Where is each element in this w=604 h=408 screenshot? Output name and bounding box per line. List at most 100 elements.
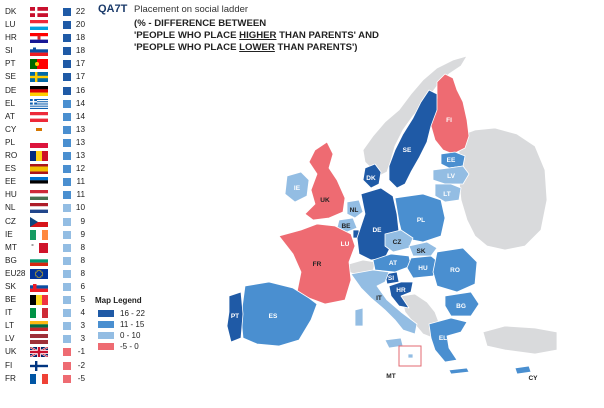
region-IE — [284, 171, 310, 203]
country-row: EL 14 — [3, 98, 113, 111]
value-color-swatch — [63, 165, 71, 174]
country-row: ES 12 — [3, 163, 113, 176]
value-color-swatch — [63, 335, 71, 344]
country-row: UK -1 — [3, 346, 113, 359]
country-row: CY 13 — [3, 124, 113, 137]
value-color-swatch — [63, 282, 71, 291]
country-code: PL — [5, 137, 16, 147]
subtitle-line-3-start: 'PEOPLE WHO PLACE — [134, 42, 240, 53]
country-code: FI — [5, 360, 13, 370]
value-color-swatch — [63, 125, 71, 134]
map-label-CZ: CZ — [393, 239, 402, 246]
map-label-DK: DK — [366, 175, 376, 182]
country-code: LV — [5, 334, 15, 344]
country-row: SK 6 — [3, 281, 113, 294]
region-HR — [388, 281, 414, 309]
map-label-BG: BG — [456, 303, 466, 310]
country-code: HU — [5, 190, 17, 200]
country-row: LU 20 — [3, 19, 113, 32]
country-code: PT — [5, 59, 16, 69]
country-value: 17 — [75, 59, 85, 69]
country-value: 8 — [80, 255, 85, 265]
country-code: EL — [5, 98, 16, 108]
value-color-swatch — [63, 191, 71, 200]
flag-pl-icon — [30, 137, 48, 148]
country-code: IE — [5, 229, 13, 239]
value-color-swatch — [63, 21, 71, 30]
map-label-ES: ES — [269, 313, 278, 320]
region-ES — [240, 281, 318, 347]
country-row: SI 18 — [3, 45, 113, 58]
country-row: HR 18 — [3, 32, 113, 45]
country-value: -1 — [77, 347, 85, 357]
country-row: FR -5 — [3, 373, 113, 386]
region-FR — [278, 223, 356, 305]
map-label-SI: SI — [388, 275, 394, 282]
country-value: 22 — [75, 7, 85, 16]
map-legend: Map Legend 16 - 22 11 - 15 0 - 10 -5 - 0 — [95, 296, 185, 352]
flag-dk-icon — [30, 7, 48, 17]
country-value: 10 — [75, 203, 85, 213]
country-value: 18 — [75, 46, 85, 56]
region-EL-crete — [448, 367, 470, 375]
map-label-AT: AT — [389, 260, 397, 267]
country-code: BE — [5, 295, 16, 305]
flag-bg-icon — [30, 255, 48, 266]
country-row: BE 5 — [3, 294, 113, 307]
country-code: LT — [5, 321, 14, 331]
region-SK — [408, 241, 438, 257]
country-value: 3 — [80, 321, 85, 331]
value-color-swatch — [63, 8, 71, 16]
value-color-swatch — [63, 152, 71, 161]
legend-swatch-mid — [98, 321, 114, 328]
value-color-swatch — [63, 60, 71, 69]
region-PL — [394, 193, 446, 243]
country-code: SI — [5, 46, 13, 56]
subtitle-line-3-end: THAN PARENTS') — [274, 42, 358, 53]
country-value: -2 — [77, 360, 85, 370]
map-label-PL: PL — [417, 217, 425, 224]
flag-be-icon — [30, 295, 48, 306]
value-color-swatch — [63, 47, 71, 56]
flag-es-icon — [30, 164, 48, 175]
country-row: LV 3 — [3, 333, 113, 346]
subtitle-line-3: 'PEOPLE WHO PLACE LOWER THAN PARENTS') — [134, 42, 357, 53]
country-value: 13 — [75, 151, 85, 161]
flag-ee-icon — [30, 177, 48, 188]
region-LV — [432, 165, 470, 185]
subtitle-higher-word: HIGHER — [239, 30, 277, 41]
country-value: 8 — [80, 242, 85, 252]
country-row: EE 11 — [3, 176, 113, 189]
value-color-swatch — [63, 269, 71, 278]
map-label-SK: SK — [416, 248, 425, 255]
map-label-LV: LV — [447, 173, 455, 180]
legend-item-1: 16 - 22 — [95, 308, 185, 319]
country-value: 4 — [80, 308, 85, 318]
country-code: SK — [5, 281, 16, 291]
map-label-FR: FR — [313, 261, 322, 268]
flag-nl-icon — [30, 203, 48, 214]
flag-fr-icon — [30, 373, 48, 384]
region-DK — [362, 163, 382, 189]
region-EL — [428, 317, 468, 363]
malta-inset-box — [398, 345, 422, 367]
region-IT-sardinia — [354, 307, 364, 327]
country-value: 9 — [80, 229, 85, 239]
country-ranking-list: DK 22 LU 20 HR 18 SI 18 PT 17 SE 17 DE 16 EL 14 AT 14 CY 13… — [3, 6, 113, 386]
flag-uk-icon — [29, 346, 49, 359]
map-label-IT: IT — [376, 295, 382, 302]
map-label-MT: MT — [386, 373, 395, 380]
map-label-FI: FI — [446, 117, 452, 124]
country-value: 9 — [80, 216, 85, 226]
country-row: PT 17 — [3, 58, 113, 71]
value-color-swatch — [63, 112, 71, 121]
country-code: DE — [5, 85, 17, 95]
value-color-swatch — [63, 296, 71, 305]
map-label-PT: PT — [231, 313, 239, 320]
country-row: PL 13 — [3, 137, 113, 150]
subtitle-line-2-start: 'PEOPLE WHO PLACE — [134, 30, 240, 41]
country-code: CY — [5, 124, 17, 134]
value-color-swatch — [63, 204, 71, 213]
country-code: CZ — [5, 216, 16, 226]
country-code: LU — [5, 20, 16, 30]
